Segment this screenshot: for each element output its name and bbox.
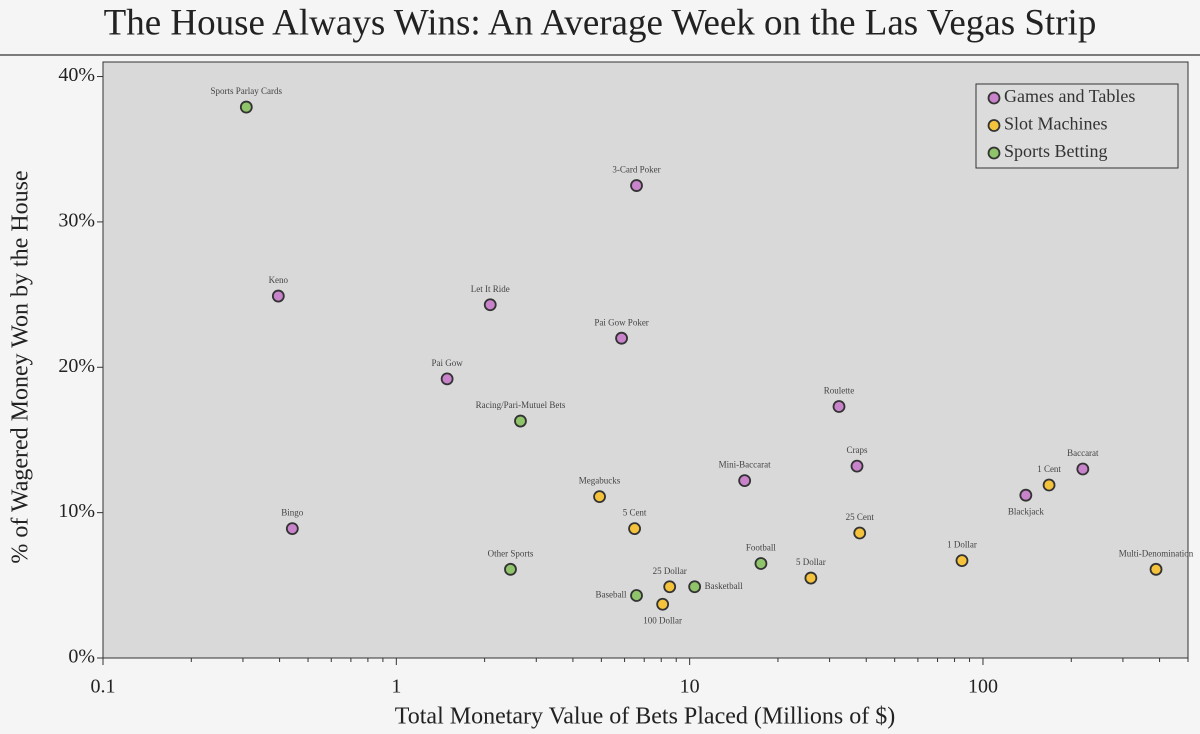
point-label: 5 Dollar — [796, 557, 826, 567]
point-label: 3-Card Poker — [612, 165, 660, 175]
point — [504, 562, 517, 576]
point — [483, 298, 497, 312]
point — [630, 589, 643, 602]
point-label: Craps — [847, 445, 868, 455]
point — [615, 331, 628, 345]
point — [804, 571, 818, 585]
point-label: 25 Dollar — [653, 566, 687, 576]
point — [285, 522, 299, 536]
y-tick-label: 40% — [58, 64, 95, 86]
point — [853, 526, 867, 540]
legend-marker — [987, 91, 1001, 105]
y-tick-label: 20% — [58, 355, 95, 377]
point-label: Megabucks — [579, 476, 621, 486]
point — [271, 289, 285, 303]
point-label: Bingo — [281, 508, 304, 518]
point — [1149, 562, 1163, 576]
point — [514, 414, 527, 428]
point-label: Keno — [269, 275, 289, 285]
point-label: Baccarat — [1067, 448, 1099, 458]
y-tick-label: 30% — [58, 209, 95, 231]
x-tick-label: 10 — [680, 676, 700, 698]
point-label: Pai Gow — [431, 358, 463, 368]
point — [754, 557, 768, 570]
point-label: Basketball — [705, 581, 743, 591]
point-label: Roulette — [824, 386, 855, 396]
legend-marker — [987, 119, 1001, 132]
point-label: 1 Cent — [1037, 464, 1061, 474]
point — [663, 580, 677, 594]
y-tick-label: 0% — [68, 646, 95, 668]
legend-box — [975, 83, 1179, 169]
point-label: 1 Dollar — [947, 540, 977, 550]
point — [239, 100, 253, 114]
point-label: Baseball — [596, 590, 627, 600]
y-tick-label: 10% — [58, 500, 95, 522]
legend-label: Sports Betting — [1004, 141, 1108, 161]
chart-title: The House Always Wins: An Average Week o… — [104, 2, 1097, 43]
point-label: Racing/Pari-Mutuel Bets — [476, 400, 566, 410]
x-axis-label: Total Monetary Value of Bets Placed (Mil… — [395, 704, 895, 730]
point-label: Let It Ride — [471, 284, 510, 294]
point — [850, 459, 864, 473]
legend-label: Slot Machines — [1004, 114, 1108, 134]
point — [593, 490, 606, 504]
point — [738, 474, 752, 488]
point-label: Pai Gow Poker — [594, 317, 649, 327]
point-label: Mini-Baccarat — [719, 460, 771, 470]
point — [630, 179, 643, 192]
point-label: 25 Cent — [846, 512, 875, 522]
x-tick-label: 0.1 — [91, 676, 116, 698]
x-tick-label: 100 — [968, 676, 998, 698]
y-axis-label: % of Wagered Money Won by the House — [8, 170, 34, 563]
point — [656, 597, 670, 611]
point-label: 100 Dollar — [643, 615, 682, 625]
point-label: Football — [746, 543, 777, 553]
point — [688, 580, 702, 594]
point — [628, 522, 641, 536]
point — [832, 400, 846, 413]
point-label: Sports Parlay Cards — [211, 86, 283, 96]
point-label: Other Sports — [488, 548, 534, 558]
point — [1042, 478, 1056, 492]
legend-label: Games and Tables — [1004, 86, 1135, 106]
point — [440, 372, 454, 386]
legend-marker — [987, 146, 1001, 160]
point — [955, 554, 969, 568]
x-tick-label: 1 — [391, 676, 401, 698]
point — [1019, 488, 1033, 502]
point-label: 5 Cent — [623, 508, 647, 518]
point-label: Blackjack — [1008, 506, 1044, 516]
point — [1076, 462, 1090, 476]
point-label: Multi-Denomination — [1119, 548, 1194, 558]
